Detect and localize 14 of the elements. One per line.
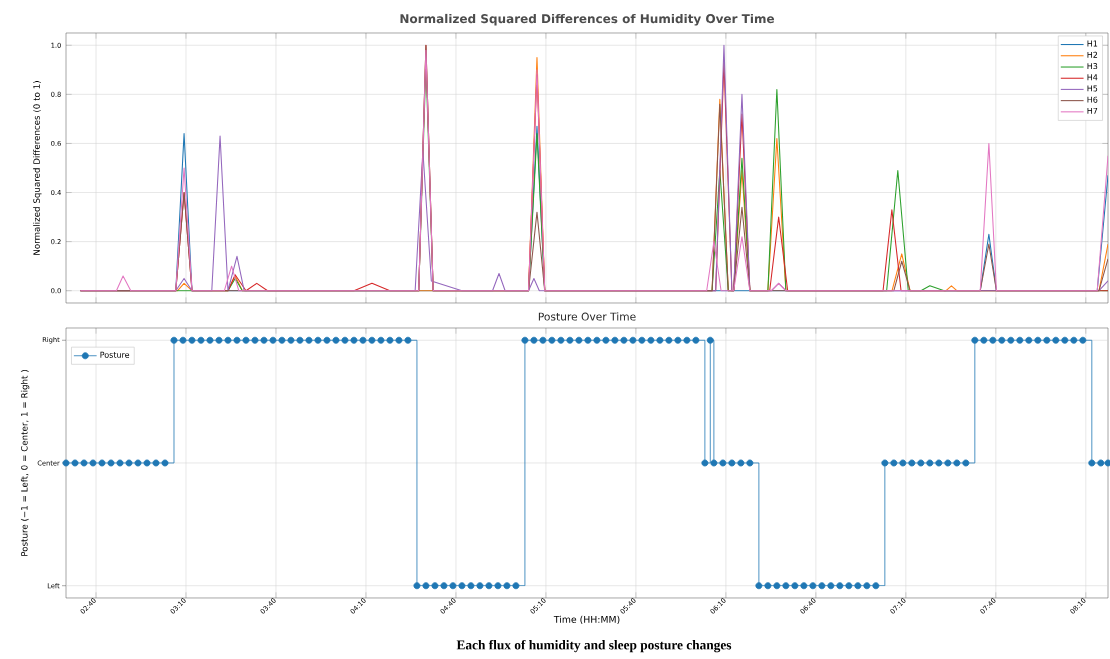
legend-label: H3	[1087, 63, 1098, 70]
legend-label: H2	[1087, 51, 1098, 58]
legend-label: H4	[1087, 74, 1098, 81]
legend-label: H1	[1087, 40, 1098, 47]
legend-label: H5	[1087, 85, 1098, 92]
y-axis-title: Posture (−1 = Left, 0 = Center, 1 = Right )	[20, 370, 30, 556]
x-axis-title: Time (HH:MM)	[553, 615, 620, 625]
legend-label: H6	[1087, 96, 1098, 103]
chart-title: Normalized Squared Differences of Humidity Over Time	[400, 13, 775, 26]
text: Each flux of humidity and sleep posture changes	[456, 639, 732, 653]
legend-label: H7	[1087, 107, 1098, 114]
chart-title: Posture Over Time	[538, 312, 636, 321]
legend-label: Posture	[100, 351, 130, 358]
y-axis-title: Normalized Squared Differences (0 to 1)	[33, 81, 42, 255]
